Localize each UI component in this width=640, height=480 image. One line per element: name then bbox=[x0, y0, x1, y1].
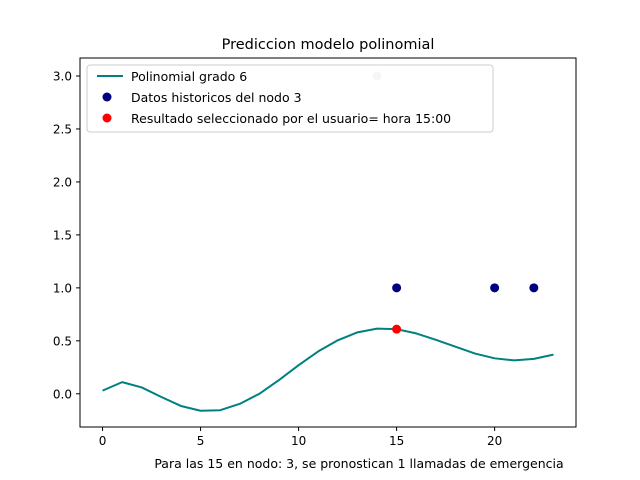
x-tick-label-4: 20 bbox=[487, 434, 502, 448]
historic-point-3 bbox=[529, 283, 539, 293]
y-tick-label-4: 2.0 bbox=[53, 175, 72, 189]
legend-box bbox=[86, 64, 494, 133]
axes-frame bbox=[79, 57, 577, 428]
x-tick-label-2: 10 bbox=[291, 434, 306, 448]
selected-point-0 bbox=[392, 324, 402, 334]
y-tick-label-0: 0.0 bbox=[53, 387, 72, 401]
y-tick-label-6: 3.0 bbox=[53, 70, 72, 84]
x-tick-label-1: 5 bbox=[197, 434, 205, 448]
axis-ticks: 0 5 10 15 20 0.0 0.5 1.0 1.5 2.0 2.5 3.0 bbox=[53, 70, 502, 448]
legend-label-historicos: Datos historicos del nodo 3 bbox=[131, 90, 302, 105]
historic-point-1 bbox=[392, 283, 402, 293]
y-tick-label-5: 2.5 bbox=[53, 122, 72, 136]
legend-dot-historicos bbox=[102, 92, 112, 102]
historic-point-2 bbox=[490, 283, 500, 293]
legend-label-resultado: Resultado seleccionado por el usuario= h… bbox=[131, 111, 451, 126]
legend-dot-resultado bbox=[102, 113, 112, 123]
series-line-polinomial bbox=[102, 327, 554, 412]
legend: Polinomial grado 6 Datos historicos del … bbox=[86, 64, 494, 133]
y-tick-label-3: 1.5 bbox=[53, 228, 72, 242]
x-tick-label-0: 0 bbox=[99, 434, 107, 448]
legend-label-polinomial: Polinomial grado 6 bbox=[131, 69, 247, 84]
x-tick-label-3: 15 bbox=[389, 434, 404, 448]
chart-title: Prediccion modelo polinomial bbox=[222, 37, 435, 53]
y-tick-label-1: 0.5 bbox=[53, 334, 72, 348]
y-tick-label-2: 1.0 bbox=[53, 281, 72, 295]
chart-footnote: Para las 15 en nodo: 3, se pronostican 1… bbox=[154, 456, 563, 471]
